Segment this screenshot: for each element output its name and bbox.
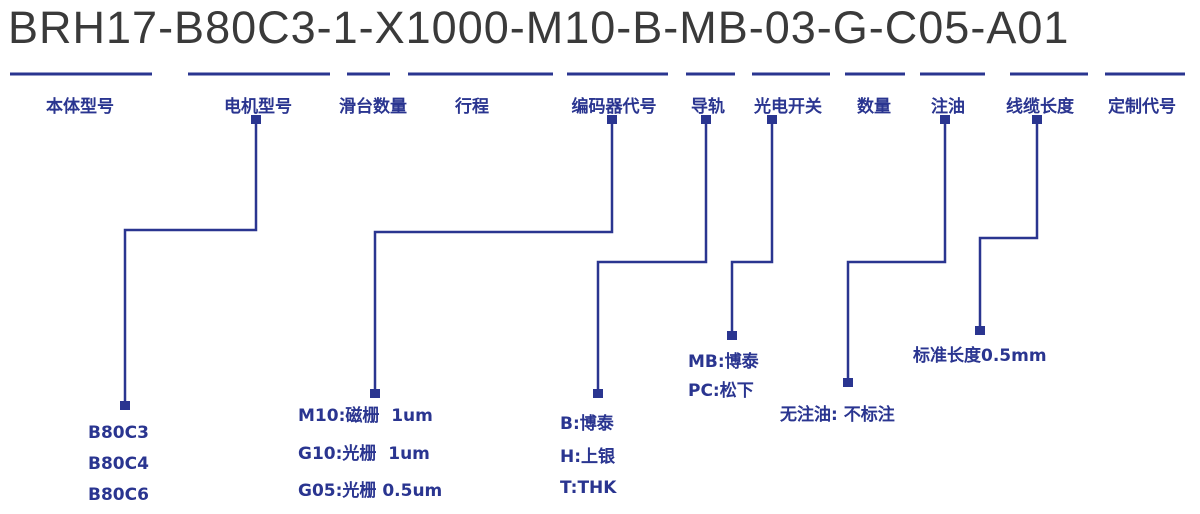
connector-motor [123,120,258,405]
rail-option: B:博泰 [560,414,614,434]
marker [940,115,950,124]
marker [727,331,737,340]
rail-option: H:上银 [560,447,616,467]
label-oiling: 注油 [931,97,965,117]
encoder-option: M10:磁栅 1um [298,406,433,426]
cable-option: 标准长度0.5mm [913,346,1047,366]
label-body-model: 本体型号 [46,97,114,117]
connector-sensor [730,120,774,335]
marker [370,389,380,398]
oil-option: 无注油: 不标注 [780,405,895,425]
motor-option: B80C6 [88,485,149,505]
label-stroke: 行程 [455,97,489,117]
marker [251,115,261,124]
connector-cable [978,120,1039,330]
motor-option: B80C4 [88,454,149,474]
label-cable-length: 线缆长度 [1006,97,1074,117]
marker [593,389,603,398]
sensor-option: PC:松下 [688,381,754,401]
label-guide-rail: 导轨 [691,97,725,117]
label-quantity: 数量 [857,97,891,117]
marker [701,115,711,124]
label-motor-model: 电机型号 [224,97,292,117]
model-code: BRH17-B80C3-1-X1000-M10-B-MB-03-G-C05-A0… [8,2,1070,53]
label-slide-count: 滑台数量 [339,97,407,117]
motor-option: B80C3 [88,423,149,443]
marker [1032,115,1042,124]
label-custom-code: 定制代号 [1108,97,1176,117]
marker [607,115,617,124]
sensor-option: MB:博泰 [688,352,759,372]
encoder-option: G05:光栅 0.5um [298,481,443,501]
connector-rail [596,120,708,393]
marker [843,378,853,387]
connector-encoder [373,120,614,393]
label-encoder-code: 编码器代号 [571,97,657,117]
marker [120,401,130,410]
marker [767,115,777,124]
encoder-option: G10:光栅 1um [298,444,430,464]
marker [975,326,985,335]
connector-oil [846,120,947,382]
label-photo-switch: 光电开关 [754,97,822,117]
rail-option: T:THK [560,478,617,498]
